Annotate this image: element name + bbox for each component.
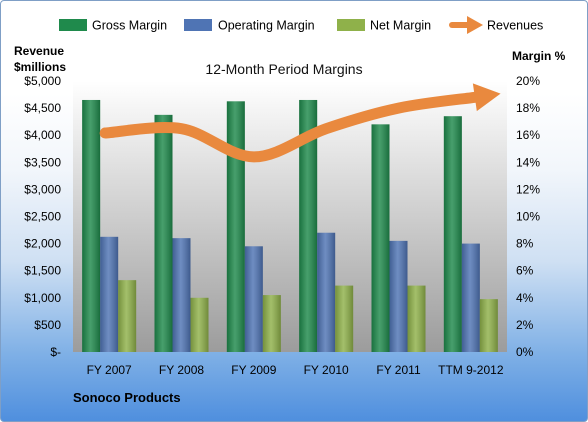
legend-label-operating-margin: Operating Margin	[218, 19, 315, 33]
left-tick-label: $4,500	[24, 101, 61, 115]
left-axis-title-line2: $millions	[14, 60, 66, 74]
bar-shade	[371, 124, 390, 352]
bar-shade	[407, 285, 426, 352]
bar-shade	[118, 280, 137, 352]
legend-label-revenues: Revenues	[487, 19, 543, 33]
bar-shade	[244, 246, 263, 352]
x-tick-label: TTM 9-2012	[438, 363, 504, 377]
revenues-arrowhead	[472, 83, 501, 112]
bar-shade	[461, 243, 480, 352]
legend-swatch-operating-margin	[184, 19, 212, 31]
bar-shade	[172, 238, 191, 352]
left-tick-label: $2,000	[24, 237, 61, 251]
left-tick-label: $500	[34, 318, 61, 332]
bar-shade	[82, 99, 101, 352]
left-axis: $- $500 $1,000 $1,500 $2,000 $2,500 $3,000 $3,5…	[24, 74, 61, 359]
bar-shade	[299, 99, 318, 352]
right-tick-label: 18%	[516, 101, 540, 115]
legend-swatch-gross-margin	[59, 19, 87, 31]
legend: Gross Margin Operating Margin Net Margin…	[59, 16, 543, 34]
legend-arrow-revenues	[449, 16, 483, 34]
company-name: Sonoco Products	[73, 390, 181, 405]
x-tick-label: FY 2009	[231, 363, 276, 377]
x-tick-label: FY 2011	[376, 363, 421, 377]
right-tick-label: 4%	[516, 291, 534, 305]
bars-group	[82, 99, 498, 352]
x-tick-label: FY 2008	[159, 363, 204, 377]
right-tick-label: 14%	[516, 155, 540, 169]
revenues-line	[99, 91, 481, 163]
right-tick-label: 12%	[516, 182, 540, 196]
left-tick-label: $1,500	[24, 264, 61, 278]
x-tick-label: FY 2007	[87, 363, 132, 377]
legend-label-net-margin: Net Margin	[370, 19, 431, 33]
right-tick-label: 6%	[516, 264, 534, 278]
x-axis: FY 2007 FY 2008 FY 2009 FY 2010 FY 2011 TTM 9…	[87, 363, 504, 377]
left-tick-label: $3,000	[24, 182, 61, 196]
bar-shade	[317, 232, 336, 352]
right-axis: 0% 2% 4% 6% 8% 10% 12% 14% 16% 18% 20%	[516, 74, 540, 359]
right-tick-label: 16%	[516, 128, 540, 142]
legend-arrow-head	[467, 16, 483, 34]
left-axis-title-line1: Revenue	[14, 44, 64, 58]
bar-shade	[226, 101, 245, 352]
right-tick-label: 20%	[516, 74, 540, 88]
x-tick-label: FY 2010	[304, 363, 349, 377]
chart-title: 12-Month Period Margins	[205, 61, 362, 77]
bar-shade	[479, 299, 498, 352]
bar-shade	[262, 295, 281, 352]
bar-shade	[443, 116, 462, 352]
left-tick-label: $-	[50, 345, 61, 359]
legend-label-gross-margin: Gross Margin	[92, 19, 167, 33]
legend-swatch-net-margin	[337, 19, 365, 31]
right-tick-label: 10%	[516, 210, 540, 224]
bar-shade	[335, 285, 354, 352]
left-tick-label: $4,000	[24, 128, 61, 142]
right-tick-label: 2%	[516, 318, 534, 332]
plot-area	[73, 81, 507, 352]
revenues-line-group	[99, 83, 501, 163]
left-tick-label: $2,500	[24, 210, 61, 224]
left-tick-label: $1,000	[24, 291, 61, 305]
right-tick-label: 8%	[516, 237, 534, 251]
bar-shade	[154, 114, 173, 352]
right-axis-title: Margin %	[512, 49, 566, 63]
bar-shade	[100, 236, 119, 352]
left-tick-label: $3,500	[24, 155, 61, 169]
right-tick-label: 0%	[516, 345, 534, 359]
bar-shade	[389, 240, 408, 352]
left-tick-label: $5,000	[24, 74, 61, 88]
bar-shade	[190, 297, 209, 352]
